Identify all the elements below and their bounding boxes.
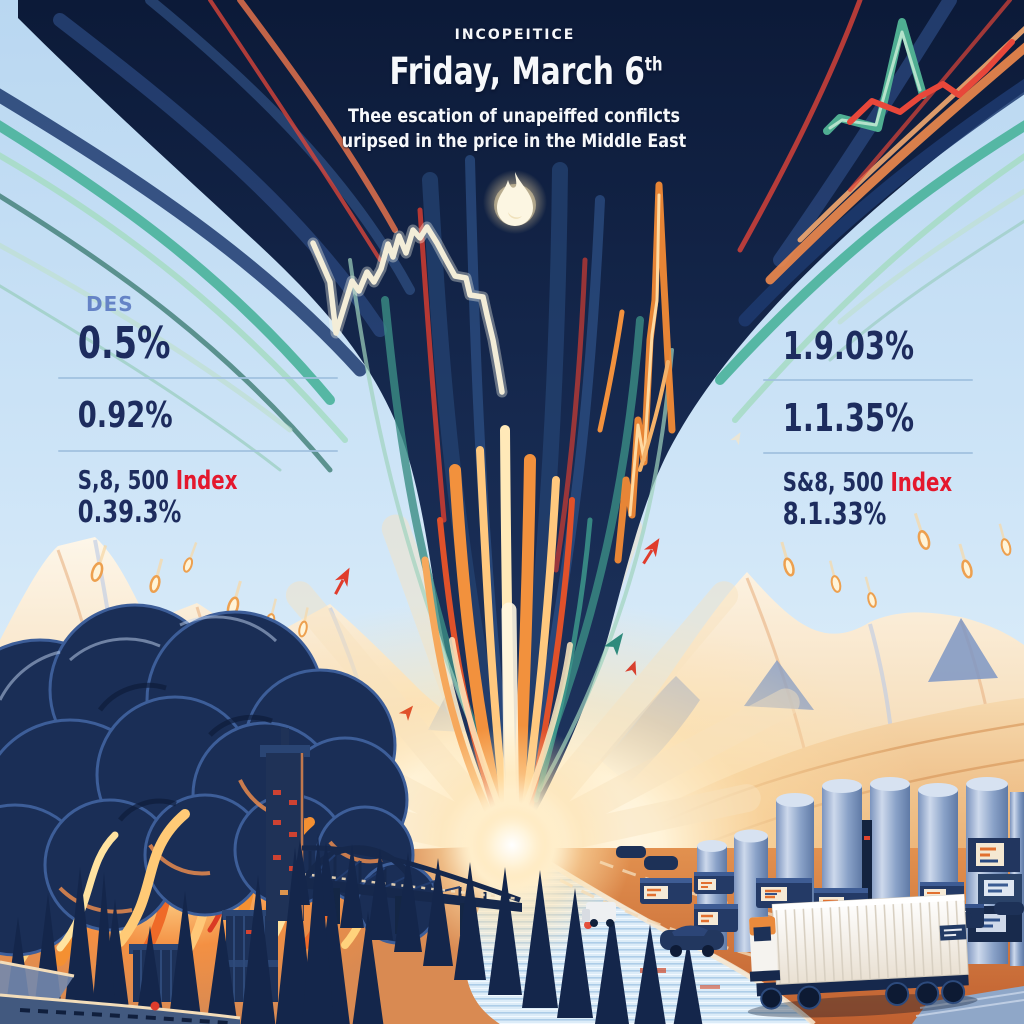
smoke-funnel xyxy=(18,0,1024,843)
sedan xyxy=(660,925,724,957)
index-value-left: 0.39.3% xyxy=(77,495,182,530)
subtitle-line-1: Thee escation of unapeiffed confilcts xyxy=(347,105,681,127)
divider-line xyxy=(763,452,973,454)
funnel-streaks xyxy=(348,155,674,815)
stat-value-left-top: 0.5% xyxy=(77,318,171,369)
white-van xyxy=(582,902,616,927)
stats-panel-left: DES 0.5% 0.92% S,8, 500 Index 0.39.3% xyxy=(58,294,338,528)
headline-date: Friday, March 6th xyxy=(128,50,925,93)
glow-core-inner xyxy=(457,790,567,900)
subtitle-line-2: uripsed in the price in the Middle East xyxy=(341,130,687,152)
stats-panel-right: 1.9.03% 1.1.35% S&8, 500 Index 8.1.33% xyxy=(763,294,973,530)
stat-value-right-top: 1.9.03% xyxy=(782,324,915,368)
index-label-right: S&8, 500 Index xyxy=(763,468,952,498)
index-value-right: 8.1.33% xyxy=(782,497,887,532)
index-word: Index xyxy=(175,466,238,496)
stat-value-right-middle: 1.1.35% xyxy=(782,396,915,440)
index-name: S&8, 500 xyxy=(782,468,884,498)
embers xyxy=(90,512,1012,638)
spacer xyxy=(763,294,973,314)
headline-date-ordinal: th xyxy=(644,54,663,76)
divider-line xyxy=(58,377,338,379)
headline-subtitle: Thee escation of unapeiffed confilcts ur… xyxy=(84,104,944,154)
divider-line xyxy=(58,450,338,452)
flame-icon xyxy=(483,170,547,234)
kicker-text: INCOPEITICE xyxy=(454,27,576,43)
market-line-orange xyxy=(614,181,676,564)
index-name: S,8, 500 xyxy=(77,466,169,496)
market-line-green xyxy=(823,18,927,135)
roads-left xyxy=(0,960,241,1024)
market-line-white xyxy=(307,221,508,398)
market-line-red xyxy=(847,39,1015,125)
headline-date-main: Friday, March 6 xyxy=(389,50,645,93)
corner-streaks-right xyxy=(715,0,1024,423)
stat-label-des: DES xyxy=(86,292,134,316)
arrows xyxy=(334,432,741,721)
divider-line xyxy=(763,379,973,381)
corner-streaks-left xyxy=(0,0,415,473)
index-label-left: S,8, 500 Index xyxy=(58,468,271,495)
index-word: Index xyxy=(890,468,953,498)
stat-value-left-middle: 0.92% xyxy=(77,395,173,436)
semi-truck xyxy=(747,893,978,1018)
tower-building xyxy=(260,728,310,921)
